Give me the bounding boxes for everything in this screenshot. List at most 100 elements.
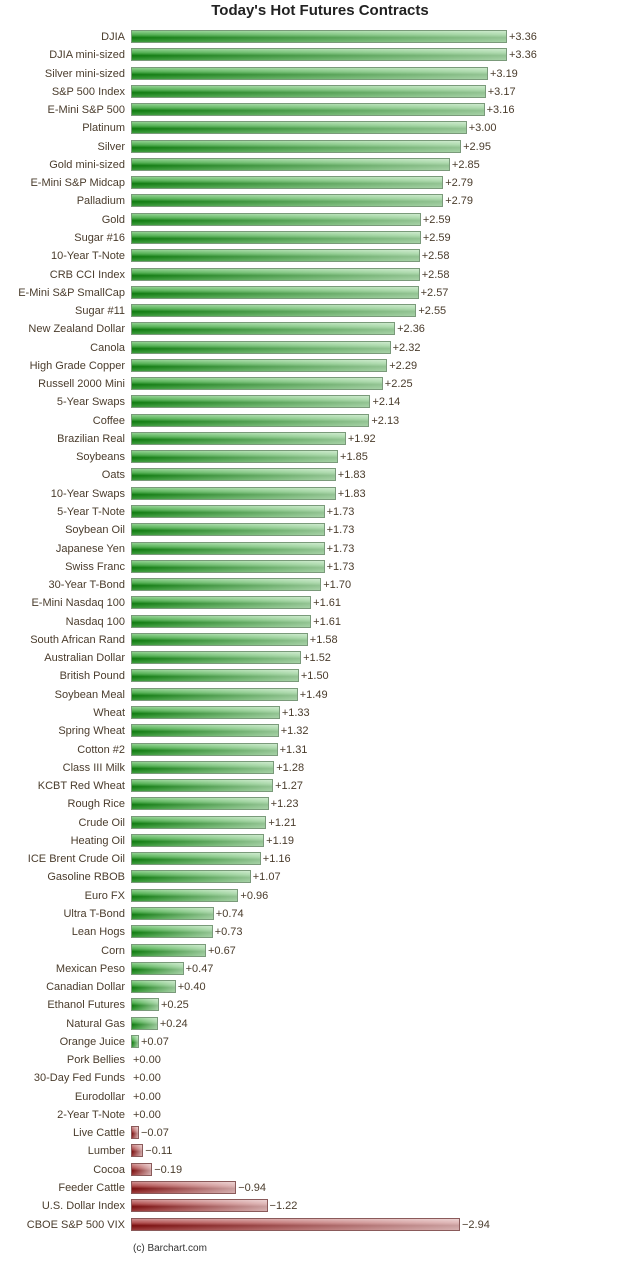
- value-label: +0.73: [214, 926, 243, 939]
- value-label: +2.13: [371, 414, 400, 427]
- value-label: +0.00: [133, 1054, 161, 1067]
- value-label: +1.52: [303, 652, 331, 665]
- value-label: +1.28: [276, 761, 305, 774]
- bar: [131, 815, 267, 829]
- value-label: +1.33: [281, 706, 310, 719]
- bar: [131, 212, 421, 226]
- bar: [131, 632, 308, 646]
- category-label: Spring Wheat: [58, 725, 125, 738]
- category-label: Platinum: [82, 122, 125, 135]
- bar: [131, 852, 261, 866]
- value-label: −1.22: [269, 1200, 298, 1213]
- category-label: E-Mini S&P Midcap: [30, 177, 125, 190]
- category-label: Canadian Dollar: [46, 981, 125, 994]
- category-label: Silver: [97, 140, 125, 153]
- value-label: +0.96: [240, 889, 269, 902]
- category-label: Cocoa: [93, 1163, 125, 1176]
- value-label: +1.73: [326, 506, 355, 519]
- bar: [131, 230, 421, 244]
- value-label: +1.61: [313, 597, 341, 610]
- value-label: +2.57: [420, 286, 449, 299]
- value-label: +3.36: [509, 31, 537, 43]
- category-label: British Pound: [59, 670, 125, 683]
- value-label: +1.32: [280, 725, 309, 738]
- category-label: Swiss Franc: [65, 560, 125, 573]
- bar: [131, 961, 184, 975]
- bar: [131, 943, 206, 957]
- value-label: +2.36: [397, 323, 425, 336]
- category-label: Rough Rice: [67, 798, 125, 811]
- bar: [131, 505, 325, 519]
- category-label: E-Mini Nasdaq 100: [31, 597, 125, 610]
- bar: [131, 139, 462, 153]
- category-label: Euro FX: [84, 889, 125, 902]
- bar: [131, 249, 420, 263]
- category-label: 5-Year Swaps: [56, 396, 125, 409]
- value-label: +0.00: [133, 1072, 161, 1085]
- category-label: Gasoline RBOB: [47, 871, 125, 884]
- category-label: 10-Year T-Note: [51, 250, 125, 263]
- chart-credit: (c) Barchart.com: [133, 1243, 207, 1254]
- category-label: DJIA: [101, 31, 125, 43]
- bar: [131, 888, 239, 902]
- value-label: −0.19: [154, 1163, 183, 1176]
- chart-title: Today's Hot Futures Contracts: [211, 2, 429, 19]
- bar: [131, 1162, 153, 1176]
- value-label: +1.83: [337, 469, 366, 482]
- value-label: +2.58: [421, 250, 450, 263]
- category-label: Feeder Cattle: [58, 1182, 125, 1194]
- category-label: Brazilian Real: [57, 432, 125, 445]
- bar: [131, 779, 274, 793]
- value-label: +2.59: [422, 231, 451, 244]
- value-label: +1.50: [300, 670, 329, 683]
- bar: [131, 285, 419, 299]
- category-label: Ethanol Futures: [47, 999, 125, 1012]
- bar: [131, 48, 507, 62]
- value-label: +3.17: [487, 85, 516, 98]
- bar: [131, 1199, 268, 1213]
- bar: [131, 596, 312, 610]
- bar: [131, 468, 336, 482]
- bar: [131, 267, 420, 281]
- bar: [131, 1016, 158, 1030]
- category-label: Canola: [90, 341, 125, 354]
- category-label: CRB CCI Index: [49, 268, 125, 281]
- bar: [131, 358, 388, 372]
- category-label: Live Cattle: [73, 1127, 125, 1140]
- value-label: +1.73: [326, 542, 355, 555]
- value-label: +3.19: [489, 67, 518, 80]
- bar: [131, 925, 213, 939]
- bar: [131, 998, 159, 1012]
- bar: [131, 1217, 460, 1231]
- bar: [131, 450, 339, 464]
- value-label: +2.79: [445, 195, 474, 208]
- bar: [131, 30, 507, 43]
- value-label: +1.31: [279, 743, 308, 756]
- bar: [131, 980, 176, 994]
- category-label: Nasdaq 100: [65, 615, 125, 628]
- value-label: +2.59: [422, 213, 451, 226]
- bar: [131, 651, 302, 665]
- category-label: Wheat: [93, 706, 125, 719]
- bar: [131, 84, 486, 98]
- value-label: +0.47: [185, 962, 214, 975]
- category-label: Silver mini-sized: [44, 67, 125, 80]
- value-label: +0.40: [177, 981, 206, 994]
- category-label: Crude Oil: [78, 816, 125, 829]
- category-label: Lumber: [87, 1145, 125, 1158]
- bar: [131, 157, 450, 171]
- bar: [131, 760, 275, 774]
- category-label: Soybeans: [76, 451, 125, 464]
- category-label: CBOE S&P 500 VIX: [26, 1218, 125, 1231]
- category-label: DJIA mini-sized: [49, 49, 125, 62]
- category-label: E-Mini S&P SmallCap: [18, 286, 125, 299]
- value-label: +1.27: [275, 780, 303, 793]
- category-label: U.S. Dollar Index: [41, 1200, 125, 1213]
- value-label: +1.73: [326, 524, 355, 537]
- bar: [131, 578, 322, 592]
- value-label: +2.55: [418, 305, 447, 318]
- value-label: +2.32: [392, 341, 421, 354]
- value-label: −2.94: [462, 1218, 490, 1231]
- value-label: +1.07: [252, 871, 281, 884]
- value-label: +0.00: [133, 1090, 161, 1103]
